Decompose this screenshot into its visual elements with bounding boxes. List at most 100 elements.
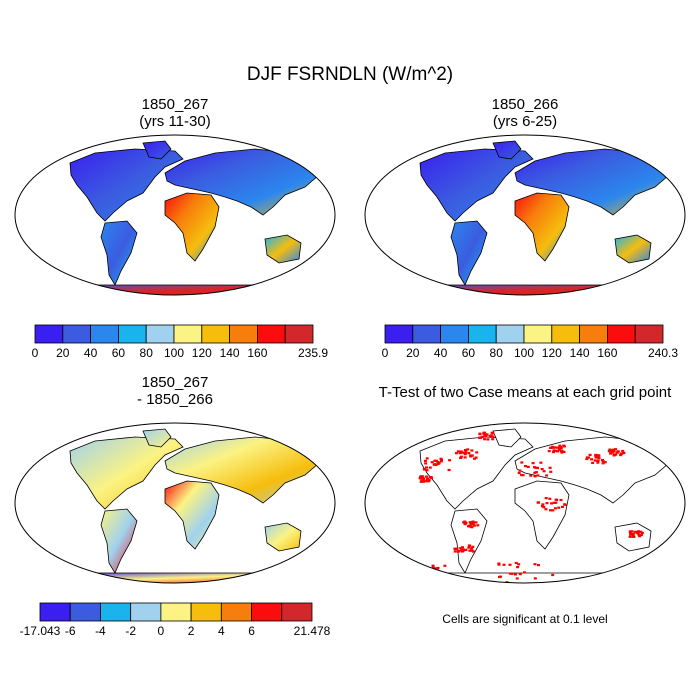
colorbar-tick-label: 160 [247, 346, 267, 360]
colorbar-swatch [384, 324, 414, 344]
significant-cell [603, 461, 607, 464]
significant-cell [588, 453, 592, 456]
significant-cell [636, 530, 640, 534]
significant-cell [467, 546, 471, 549]
significant-cell [491, 435, 495, 438]
significant-cell [424, 462, 428, 465]
map-border [14, 134, 336, 296]
colorbar-swatch [130, 602, 162, 622]
colorbar-tick-label: 100 [514, 346, 534, 360]
significant-cell [428, 466, 432, 469]
significant-cell [468, 549, 472, 552]
colorbar-panel-2: 0 20 40 60 80 100 120 140 160 240.3 [382, 324, 678, 360]
colorbar-tick-label: -4 [95, 624, 106, 638]
colorbar-swatch [523, 324, 553, 344]
map-panel-4 [364, 422, 686, 585]
significant-cell [539, 461, 543, 464]
colorbar-swatch [34, 324, 64, 344]
colorbar-swatch [281, 602, 313, 622]
significant-cell [436, 460, 440, 464]
significant-cell [435, 459, 438, 462]
significant-cell [539, 583, 542, 585]
colorbar-tick-label: 140 [570, 346, 590, 360]
land-australia [614, 234, 652, 264]
colorbar-swatch [229, 324, 258, 344]
significant-cell [433, 459, 437, 462]
significant-cell [591, 461, 595, 464]
significant-cell [433, 576, 437, 579]
colorbar-swatch [284, 324, 314, 344]
significant-cell [476, 524, 480, 527]
significant-cell [514, 573, 517, 576]
significant-cell [421, 579, 424, 582]
significant-cell [466, 448, 470, 451]
significant-cell [470, 449, 474, 452]
colorbar-tick-label: 20 [56, 346, 70, 360]
significant-cell [420, 475, 424, 478]
land-samerica [450, 220, 488, 286]
colorbar-tick-label: 40 [84, 346, 98, 360]
significant-cell [471, 520, 475, 523]
colorbar-swatch [69, 602, 101, 622]
significant-cell [502, 563, 506, 566]
significant-cell [436, 462, 440, 465]
significant-cell [475, 451, 479, 454]
land-africa [164, 192, 220, 262]
significant-cell [448, 459, 452, 462]
land-samerica [100, 220, 138, 286]
significant-cell [558, 444, 562, 447]
significant-cell [479, 436, 483, 439]
colorbar-tick-label: 60 [462, 346, 476, 360]
significant-cell [483, 438, 487, 441]
map-panel-2 [364, 134, 686, 296]
significant-cell [560, 449, 564, 452]
land-eurasia [514, 436, 676, 504]
significant-cell [549, 446, 553, 449]
colorbar-swatch [62, 324, 91, 344]
panel3-subtitle: - 1850_266 [137, 391, 213, 408]
significant-cell [601, 460, 605, 463]
significant-cell [628, 535, 632, 538]
significant-cell [425, 457, 429, 460]
significant-cell [427, 577, 431, 580]
significant-cell [556, 446, 559, 449]
significant-cell [622, 451, 626, 454]
panel1-subtitle: (yrs 11-30) [139, 113, 211, 130]
significant-cell [508, 563, 512, 566]
colorbar-tick-label: 80 [140, 346, 154, 360]
significant-cell [514, 561, 518, 565]
significant-cell [458, 452, 462, 455]
colorbar-swatch [100, 602, 132, 622]
significant-cell [431, 566, 435, 569]
significant-cell [536, 501, 540, 504]
significant-cell [474, 456, 478, 459]
significant-cell [431, 580, 435, 583]
colorbar-swatch [173, 324, 203, 344]
significant-cell [510, 572, 514, 575]
significant-cell [594, 453, 598, 456]
colorbar-swatch [118, 324, 147, 344]
significant-cell [628, 530, 632, 533]
significant-cell [474, 521, 478, 524]
significant-cell [559, 446, 563, 449]
colorbar-panel-1: 0 20 40 60 80 100 120 140 160 235.9 [32, 324, 328, 360]
colorbar-swatch [412, 324, 441, 344]
significant-cell [426, 477, 430, 480]
significant-cell [427, 480, 431, 483]
significant-cell [459, 450, 463, 453]
land-antarctica [34, 284, 316, 295]
significant-cell [552, 451, 555, 454]
colorbar-tick-label: 100 [164, 346, 184, 360]
significant-cell [468, 521, 472, 524]
significant-cell [440, 458, 443, 461]
colorbar-swatch [256, 324, 286, 344]
significant-cell [432, 463, 436, 466]
significant-cell [461, 451, 464, 454]
land-eurasia [164, 148, 326, 216]
significant-cell [469, 523, 473, 526]
significant-cell [540, 468, 544, 471]
significant-cell [484, 435, 488, 438]
significant-cell [558, 448, 561, 451]
significant-cell [607, 450, 611, 453]
significant-cell [459, 455, 463, 458]
